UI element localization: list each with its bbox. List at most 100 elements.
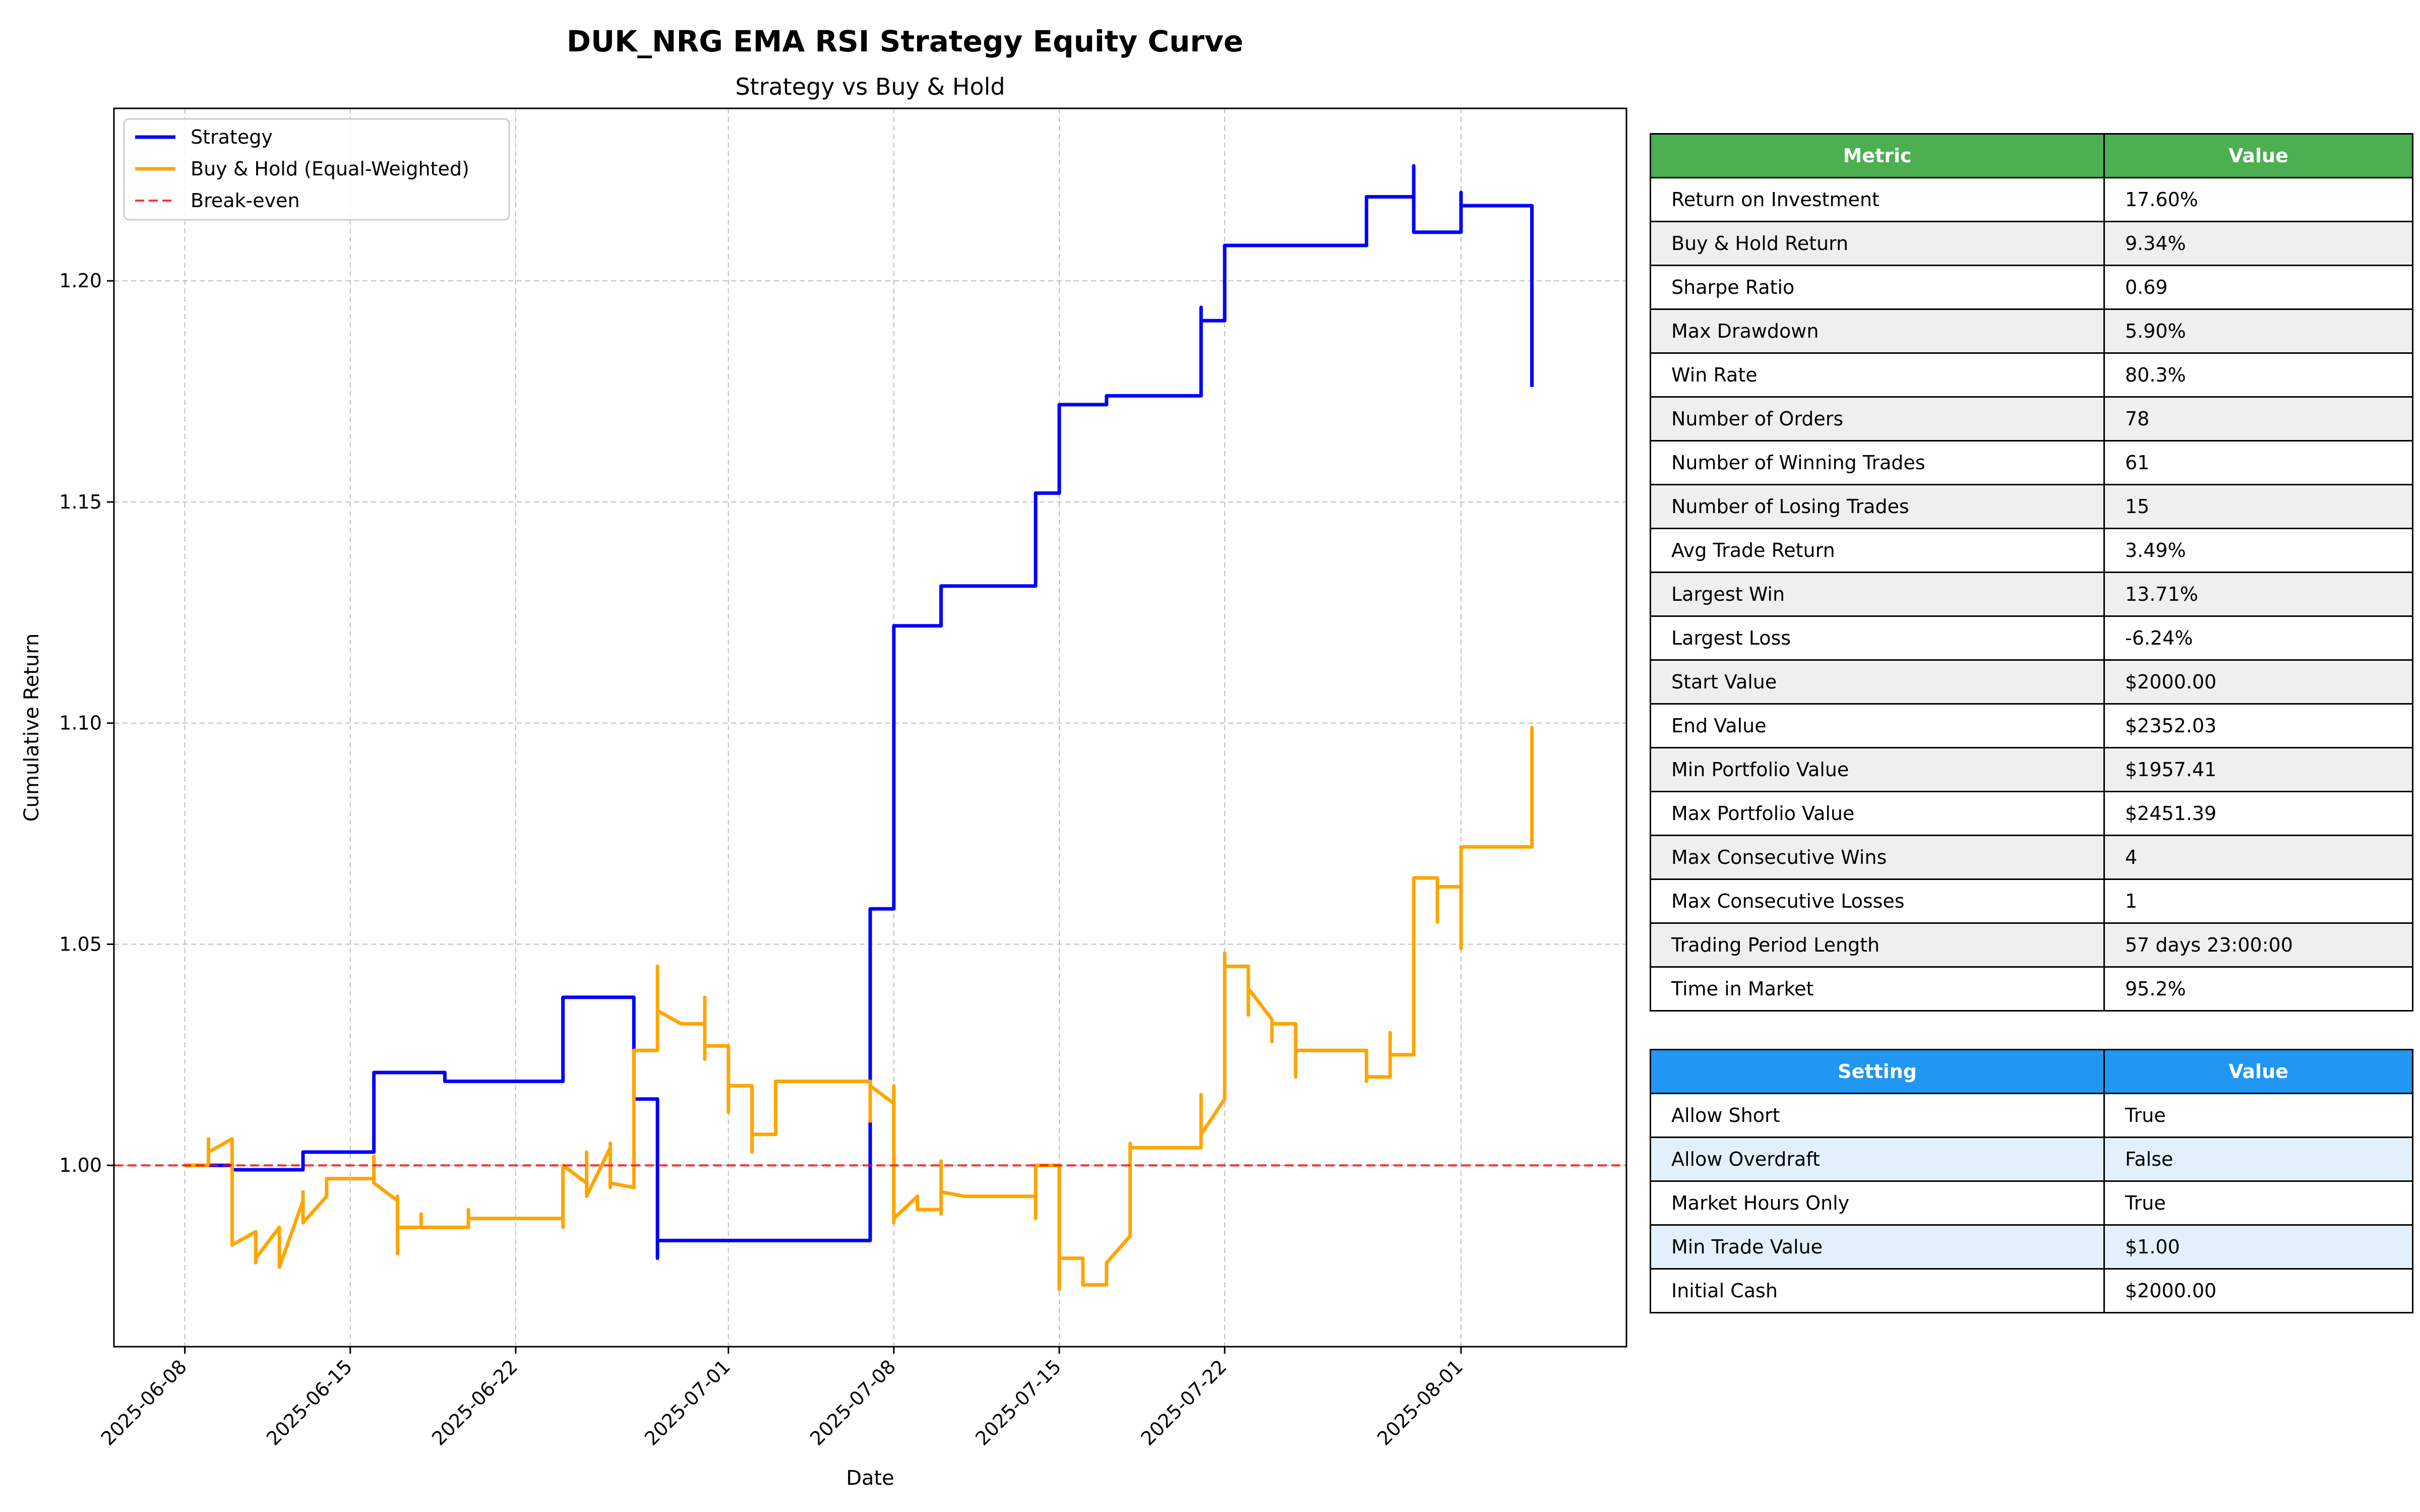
metric-label: Number of Orders: [1650, 396, 2105, 442]
strategy-line: [185, 164, 1534, 1260]
metric-row: Trading Period Length 57 days 23:00:00: [1650, 922, 2413, 968]
metric-label: Min Portfolio Value: [1650, 747, 2105, 792]
setting-label: Allow Short: [1650, 1093, 2105, 1138]
x-tick-label: 2025-06-15: [262, 1355, 356, 1450]
metric-value: 61: [2103, 440, 2413, 485]
setting-row: Allow Short True: [1650, 1093, 2413, 1138]
metric-row: Largest Win 13.71%: [1650, 572, 2413, 617]
metric-value: 95.2%: [2103, 966, 2413, 1012]
x-tick-label: 2025-07-15: [971, 1355, 1065, 1450]
metric-row: Win Rate 80.3%: [1650, 352, 2413, 398]
setting-row: Initial Cash $2000.00: [1650, 1268, 2413, 1313]
metric-value: 0.69: [2103, 265, 2413, 310]
metric-row: Number of Winning Trades 61: [1650, 440, 2413, 485]
legend-label: Strategy: [191, 126, 273, 148]
metric-row: Avg Trade Return 3.49%: [1650, 528, 2413, 573]
metric-value: 3.49%: [2103, 528, 2413, 573]
setting-label: Min Trade Value: [1650, 1224, 2105, 1270]
x-tick-label: 2025-06-08: [97, 1355, 191, 1450]
setting-label: Allow Overdraft: [1650, 1137, 2105, 1182]
figure-title: DUK_NRG EMA RSI Strategy Equity Curve: [566, 24, 1244, 58]
metric-label: Avg Trade Return: [1650, 528, 2105, 573]
metric-value: 4: [2103, 835, 2413, 880]
x-tick-label: 2025-07-08: [806, 1355, 900, 1450]
metric-row: Max Drawdown 5.90%: [1650, 308, 2413, 354]
metric-label: Start Value: [1650, 659, 2105, 705]
metric-label: Max Consecutive Wins: [1650, 835, 2105, 880]
metric-row: Return on Investment 17.60%: [1650, 177, 2413, 222]
metric-value: 17.60%: [2103, 177, 2413, 222]
metric-label: Buy & Hold Return: [1650, 221, 2105, 266]
y-tick-label: 1.00: [59, 1154, 102, 1176]
settings-table: Setting Value Allow Short True Allow Overd…: [1650, 1049, 2413, 1313]
metric-value: 57 days 23:00:00: [2103, 922, 2413, 968]
y-tick-label: 1.05: [59, 933, 102, 955]
metric-row: Number of Orders 78: [1650, 396, 2413, 442]
y-axis-label: Cumulative Return: [20, 634, 43, 822]
metric-label: Max Portfolio Value: [1650, 791, 2105, 836]
y-tick-label: 1.15: [59, 491, 102, 513]
metric-row: Largest Loss -6.24%: [1650, 615, 2413, 661]
settings-header-row: Setting Value: [1650, 1049, 2413, 1094]
metric-row: Start Value $2000.00: [1650, 659, 2413, 705]
metric-label: Largest Win: [1650, 572, 2105, 617]
metric-label: Number of Winning Trades: [1650, 440, 2105, 485]
metric-row: Min Portfolio Value $1957.41: [1650, 747, 2413, 792]
metric-row: Max Portfolio Value $2451.39: [1650, 791, 2413, 836]
metric-value: -6.24%: [2103, 615, 2413, 661]
legend-label: Buy & Hold (Equal-Weighted): [191, 158, 469, 180]
y-tick-label: 1.20: [59, 270, 102, 292]
setting-value: True: [2103, 1093, 2413, 1138]
metric-value: 1: [2103, 878, 2413, 924]
metric-row: Time in Market 95.2%: [1650, 966, 2413, 1012]
equity-curve-chart: 2025-06-08 2025-06-15 2025-06-22 2025-07-01…: [20, 73, 1627, 1490]
metric-label: Max Consecutive Losses: [1650, 878, 2105, 924]
metric-label: Trading Period Length: [1650, 922, 2105, 968]
legend-box: [123, 118, 510, 221]
metric-label: Largest Loss: [1650, 615, 2105, 661]
metric-label: End Value: [1650, 703, 2105, 748]
plot-frame: [113, 107, 1627, 1348]
chart-subtitle: Strategy vs Buy & Hold: [735, 73, 1005, 100]
metric-label: Win Rate: [1650, 352, 2105, 398]
metric-value: 15: [2103, 484, 2413, 529]
metric-label: Time in Market: [1650, 966, 2105, 1012]
metric-row: Number of Losing Trades 15: [1650, 484, 2413, 529]
setting-label: Initial Cash: [1650, 1268, 2105, 1313]
buy-hold-line: [185, 726, 1534, 1291]
metric-value: 78: [2103, 396, 2413, 442]
metric-row: Max Consecutive Losses 1: [1650, 878, 2413, 924]
legend-label: Break-even: [191, 190, 300, 212]
setting-value: $2000.00: [2103, 1268, 2413, 1313]
metrics-header-metric: Metric: [1650, 133, 2105, 178]
x-tick-label: 2025-07-22: [1136, 1355, 1231, 1450]
x-axis-label: Date: [846, 1467, 894, 1490]
setting-label: Market Hours Only: [1650, 1180, 2105, 1226]
settings-header-value: Value: [2103, 1049, 2413, 1094]
x-tick-label: 2025-07-01: [640, 1355, 735, 1450]
metric-value: 5.90%: [2103, 308, 2413, 354]
metrics-table: Metric Value Return on Investment 17.60% B…: [1650, 133, 2413, 1012]
metric-value: 13.71%: [2103, 572, 2413, 617]
metrics-header-value: Value: [2103, 133, 2413, 178]
setting-row: Market Hours Only True: [1650, 1180, 2413, 1226]
metric-label: Return on Investment: [1650, 177, 2105, 222]
metric-value: 80.3%: [2103, 352, 2413, 398]
setting-value: True: [2103, 1180, 2413, 1226]
metric-value: $1957.41: [2103, 747, 2413, 792]
setting-value: False: [2103, 1137, 2413, 1182]
metric-value: $2352.03: [2103, 703, 2413, 748]
metric-value: 9.34%: [2103, 221, 2413, 266]
setting-value: $1.00: [2103, 1224, 2413, 1270]
setting-row: Allow Overdraft False: [1650, 1137, 2413, 1182]
metric-value: $2451.39: [2103, 791, 2413, 836]
metric-row: Buy & Hold Return 9.34%: [1650, 221, 2413, 266]
metric-label: Number of Losing Trades: [1650, 484, 2105, 529]
metrics-header-row: Metric Value: [1650, 133, 2413, 178]
x-tick-label: 2025-06-22: [428, 1355, 522, 1450]
settings-header-setting: Setting: [1650, 1049, 2105, 1094]
y-tick-label: 1.10: [59, 712, 102, 734]
metric-row: End Value $2352.03: [1650, 703, 2413, 748]
x-tick-label: 2025-08-01: [1373, 1355, 1467, 1450]
setting-row: Min Trade Value $1.00: [1650, 1224, 2413, 1270]
